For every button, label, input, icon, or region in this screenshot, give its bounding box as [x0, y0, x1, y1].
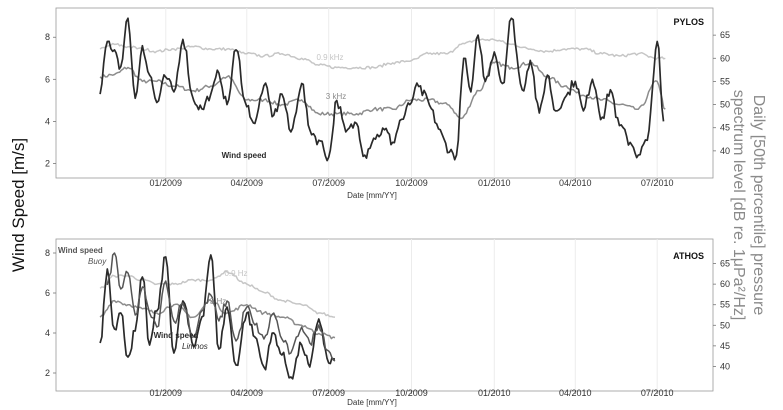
series-line-0-9-khz: [99, 38, 666, 70]
y-left-tick-label: 8: [45, 32, 50, 42]
pylos-x-ticks: 01/2009 04/2009 07/2009 10/2009 01/2010 04/20…: [150, 178, 674, 188]
y-left-tick-label: 4: [45, 116, 50, 126]
y-right-tick-label: 40: [720, 146, 730, 156]
x-tick-label: 01/2010: [478, 178, 511, 188]
x-tick-label: 07/2009: [312, 388, 345, 398]
y-right-tick-label: 55: [720, 76, 730, 86]
y-right-tick-label: 45: [720, 123, 730, 133]
pylos-title: PYLOS: [673, 17, 704, 27]
series-annotation: Wind speed: [222, 151, 267, 160]
series-annotation-sub: Buoy: [88, 257, 107, 266]
series-annotation: 3 kHz: [326, 92, 346, 101]
x-tick-label: 01/2010: [478, 388, 511, 398]
series-line-0-9-hz: [99, 270, 336, 318]
pylos-annotations: 0.9 kHz 3 kHz Wind speed: [222, 53, 347, 160]
x-tick-label: 10/2009: [395, 388, 428, 398]
y-right-tick-label: 50: [720, 100, 730, 110]
athos-title: ATHOS: [673, 251, 704, 261]
pylos-right-ticks: 40 45 50 55 60 65: [713, 30, 730, 156]
y-left-tick-label: 6: [45, 74, 50, 84]
series-line-wind-speed-limnos: [99, 254, 336, 380]
y-right-tick-label: 60: [720, 279, 730, 289]
y-right-tick-label: 65: [720, 259, 730, 269]
y-left-tick-label: 4: [45, 328, 50, 338]
athos-x-ticks: 01/2009 04/2009 07/2009 10/2009 01/2010 04/20…: [150, 388, 674, 398]
series-annotation: Wind speed: [58, 246, 103, 255]
athos-annotations: Wind speed Buoy 0.9 Hz 3 Hz Wind speed Limnos: [58, 246, 248, 351]
athos-series: [99, 252, 336, 380]
right-axis-label-line1: Daily [50th percentile] pressure: [750, 95, 767, 316]
x-tick-label: 01/2009: [150, 388, 183, 398]
series-annotation: 3 Hz: [210, 297, 226, 306]
x-tick-label: 07/2010: [641, 178, 674, 188]
x-tick-label: 01/2009: [150, 178, 183, 188]
series-line-wind-speed-buoy: [106, 252, 336, 362]
y-left-tick-label: 8: [45, 248, 50, 258]
pylos-x-axis-label: Date [mm/YY]: [347, 191, 397, 200]
y-right-tick-label: 40: [720, 361, 730, 371]
x-tick-label: 10/2009: [395, 178, 428, 188]
pylos-panel: 01/2009 04/2009 07/2009 10/2009 01/2010 04/20…: [45, 7, 730, 200]
athos-right-ticks: 40 45 50 55 60 65: [713, 259, 730, 371]
y-right-tick-label: 55: [720, 300, 730, 310]
y-left-tick-label: 2: [45, 368, 50, 378]
series-annotation: 0.9 kHz: [316, 53, 343, 62]
pylos-left-ticks: 2 4 6 8: [45, 32, 56, 168]
x-tick-label: 04/2010: [559, 178, 592, 188]
athos-left-ticks: 2 4 6 8: [45, 248, 56, 378]
x-tick-label: 04/2009: [231, 178, 264, 188]
series-line-wind-speed: [99, 17, 665, 162]
series-line-3-khz: [99, 60, 666, 120]
y-right-tick-label: 45: [720, 341, 730, 351]
pylos-series: [99, 17, 666, 162]
athos-plot-frame: [55, 238, 714, 392]
series-annotation: Wind speed: [154, 331, 199, 340]
series-annotation: 0.9 Hz: [224, 269, 247, 278]
y-right-tick-label: 60: [720, 53, 730, 63]
x-tick-label: 07/2010: [641, 388, 674, 398]
right-axis-label-line2: spectrum level [dB re. 1μPa²/Hz]: [730, 90, 747, 321]
x-tick-label: 07/2009: [312, 178, 345, 188]
y-right-tick-label: 50: [720, 320, 730, 330]
pylos-grid: [165, 8, 658, 178]
pylos-plot-frame: [55, 7, 714, 179]
y-left-tick-label: 2: [45, 158, 50, 168]
series-annotation-sub: Limnos: [182, 342, 208, 351]
x-tick-label: 04/2010: [559, 388, 592, 398]
athos-grid: [165, 239, 658, 391]
x-tick-label: 04/2009: [231, 388, 264, 398]
athos-panel: 01/2009 04/2009 07/2009 10/2009 01/2010 04/20…: [45, 238, 730, 407]
y-right-tick-label: 65: [720, 30, 730, 40]
left-axis-label: Wind Speed [m/s]: [9, 138, 28, 272]
y-left-tick-label: 6: [45, 288, 50, 298]
athos-x-axis-label: Date [mm/YY]: [347, 398, 397, 407]
